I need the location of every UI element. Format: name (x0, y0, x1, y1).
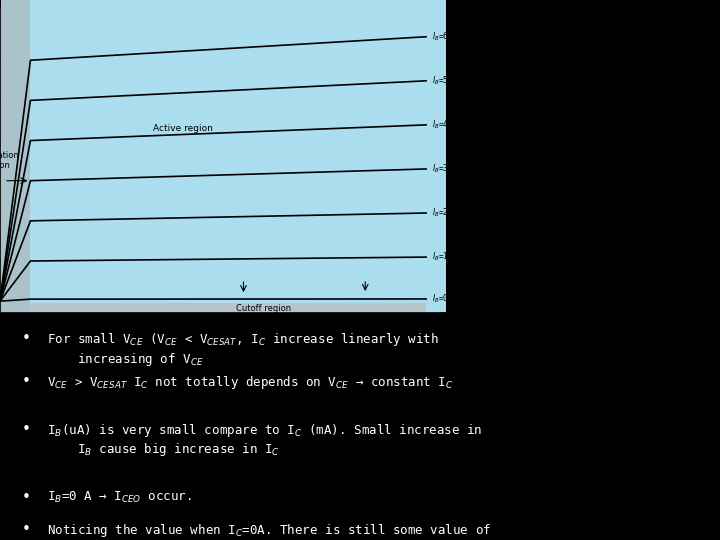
Text: $I_B$=60 uA: $I_B$=60 uA (432, 30, 468, 43)
Text: •: • (22, 374, 30, 389)
Text: For small V$_{CE}$ (V$_{CE}$ < V$_{CESAT}$, I$_C$ increase linearly with
    inc: For small V$_{CE}$ (V$_{CE}$ < V$_{CESAT… (47, 332, 438, 368)
Text: I$_B$=0 A → I$_{CEO}$ occur.: I$_B$=0 A → I$_{CEO}$ occur. (47, 490, 192, 505)
Text: •: • (22, 490, 30, 505)
Text: $V_{CE}$(V): $V_{CE}$(V) (453, 285, 485, 298)
Text: V$_{CE}$ > V$_{CESAT}$ I$_C$ not totally depends on V$_{CE}$ → constant I$_C$: V$_{CE}$ > V$_{CESAT}$ I$_C$ not totally… (47, 374, 454, 392)
Text: $I_B$=30 uA: $I_B$=30 uA (432, 163, 468, 175)
Text: Saturation
region: Saturation region (0, 151, 19, 170)
Bar (0, 0, 30, 313)
Text: •: • (22, 522, 30, 537)
Text: Output characteristics for a
common-emitter npn
transistor: Output characteristics for a common-emit… (456, 116, 711, 166)
Text: I$_B$(uA) is very small compare to I$_C$ (mA). Small increase in
    I$_B$ cause: I$_B$(uA) is very small compare to I$_C$… (47, 422, 482, 458)
Text: $I_B$=20 uA: $I_B$=20 uA (432, 207, 468, 219)
Text: $I_B$=0 uA: $I_B$=0 uA (432, 293, 463, 305)
Text: •: • (22, 332, 30, 346)
Text: $I_B$=10 uA: $I_B$=10 uA (432, 251, 468, 264)
Text: Active region: Active region (153, 124, 212, 133)
Text: $V_{CE(sat)}$: $V_{CE(sat)}$ (17, 313, 43, 326)
Bar (30, 303, 426, 313)
Text: $I_B$=40 uA: $I_B$=40 uA (432, 119, 468, 131)
Text: $I_B$=50 uA: $I_B$=50 uA (432, 75, 468, 87)
Text: •: • (22, 422, 30, 437)
Text: Cutoff region: Cutoff region (236, 304, 292, 313)
Text: Noticing the value when I$_C$=0A. There is still some value of
    current flows: Noticing the value when I$_C$=0A. There … (47, 522, 491, 540)
